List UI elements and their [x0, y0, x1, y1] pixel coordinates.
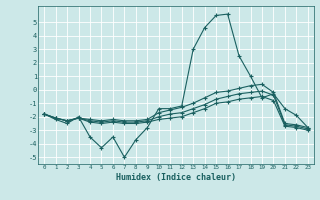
X-axis label: Humidex (Indice chaleur): Humidex (Indice chaleur)	[116, 173, 236, 182]
